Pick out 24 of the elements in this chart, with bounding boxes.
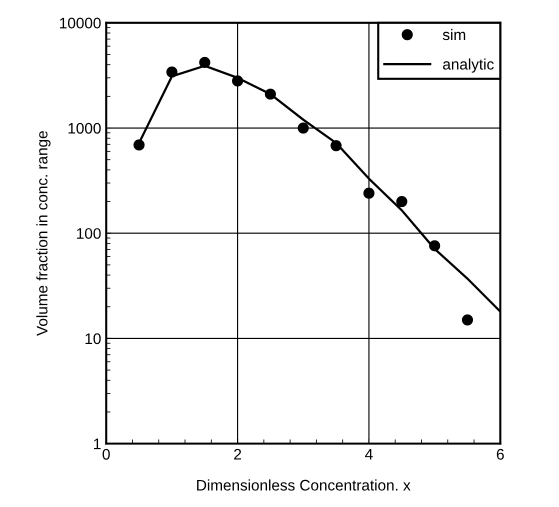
point: [396, 196, 408, 208]
y-tick-label: 100: [77, 228, 101, 239]
point: [199, 56, 210, 68]
point: [330, 140, 342, 152]
point: [133, 139, 145, 151]
point: [232, 75, 244, 87]
legend-label: analytic: [443, 58, 494, 73]
point: [462, 314, 474, 326]
point: [429, 240, 440, 252]
y-tick-label: 10: [86, 333, 101, 344]
x-tick-label: 4: [365, 449, 373, 460]
point: [298, 122, 309, 134]
x-tick-label: 6: [496, 448, 504, 460]
x-tick-label: 2: [234, 448, 242, 460]
y-tick-label: 10000: [60, 18, 101, 28]
point: [264, 88, 276, 100]
y-tick-label: 1000: [68, 122, 101, 134]
y-axis-title: Volume fraction in conc. range: [36, 131, 51, 336]
x-axis-title: Dimensionless Concentration. x: [197, 479, 411, 491]
point: [363, 188, 374, 199]
legend-label: sim: [442, 28, 466, 40]
x-tick-label: 0: [102, 448, 110, 460]
y-tick-label: 1: [94, 438, 101, 450]
point: [166, 66, 178, 78]
